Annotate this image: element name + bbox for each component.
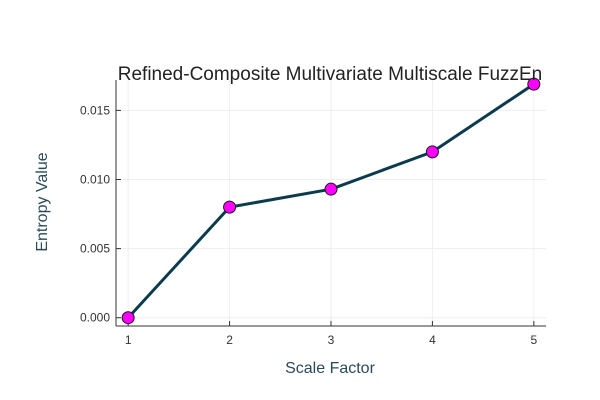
data-point (324, 182, 338, 196)
data-point (425, 145, 439, 159)
grid-layer (116, 80, 546, 326)
y-tick-label: 0.005 (80, 242, 110, 256)
data-point (223, 200, 237, 214)
x-tick-label: 1 (125, 333, 132, 347)
y-tick-label: 0.010 (80, 173, 110, 187)
chart-title: Refined-Composite Multivariate Multiscal… (118, 64, 543, 85)
data-point (121, 311, 135, 325)
ticks-layer: 1 2 3 4 5 0.000 0.005 0.010 0.015 (80, 103, 538, 347)
x-tick-label: 2 (226, 333, 233, 347)
x-tick-label: 5 (530, 333, 537, 347)
x-tick-label: 3 (328, 333, 335, 347)
y-tick-label: 0.000 (80, 311, 110, 325)
series-layer (121, 77, 541, 325)
y-axis-label: Entropy Value (34, 152, 51, 251)
data-point (527, 77, 541, 91)
x-tick-label: 4 (429, 333, 436, 347)
y-tick-label: 0.015 (80, 103, 110, 117)
x-axis-label: Scale Factor (285, 360, 375, 377)
